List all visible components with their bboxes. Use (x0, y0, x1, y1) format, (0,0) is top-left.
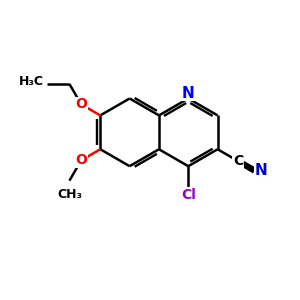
Text: O: O (75, 153, 87, 167)
Text: C: C (233, 154, 243, 168)
Text: O: O (75, 98, 87, 111)
Text: H₃C: H₃C (20, 75, 44, 88)
Text: N: N (255, 163, 267, 178)
Text: CH₃: CH₃ (57, 188, 82, 201)
Text: N: N (182, 86, 195, 101)
Text: Cl: Cl (181, 188, 196, 202)
